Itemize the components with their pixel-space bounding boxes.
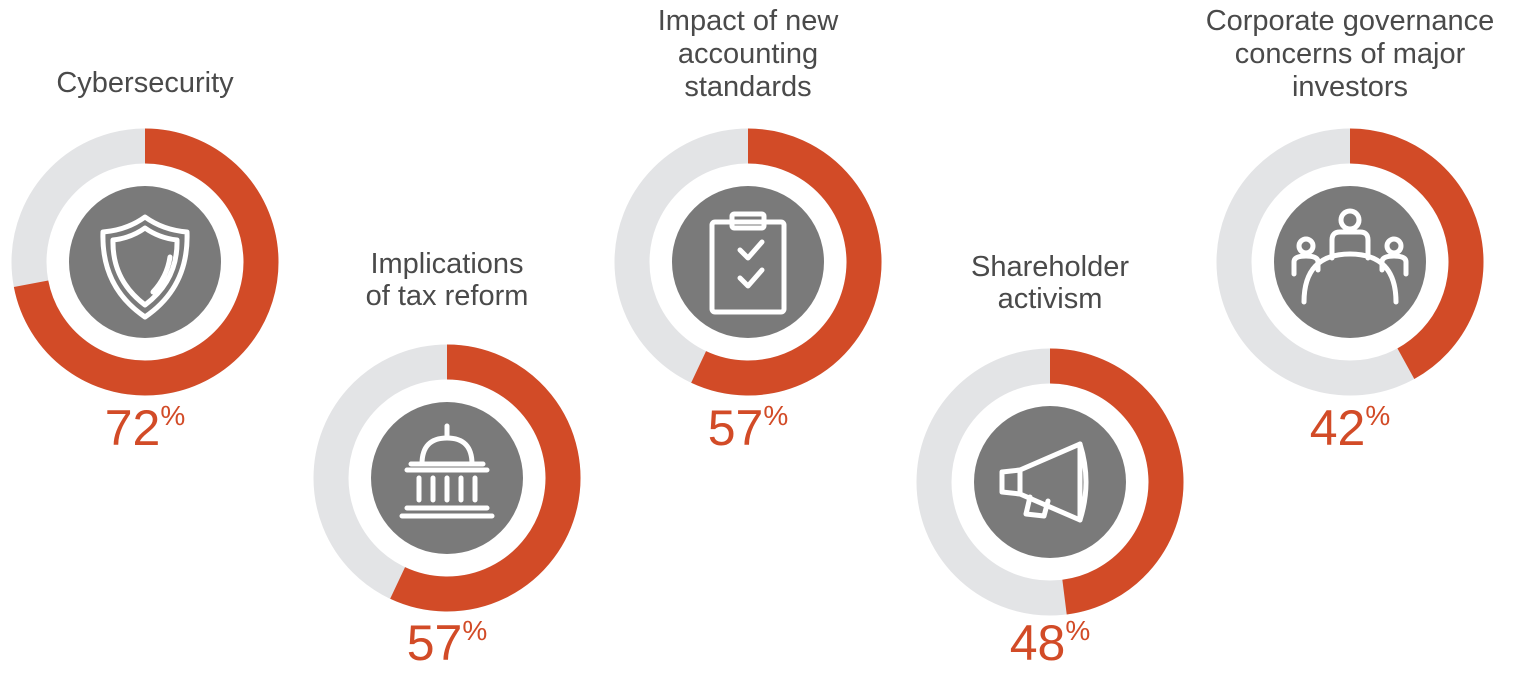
value-arc: [1349, 128, 1484, 379]
value-arc: [1049, 348, 1184, 615]
icon-disc: [69, 186, 221, 338]
icon-disc: [974, 406, 1126, 558]
value-arc: [691, 128, 882, 396]
title: concerns of major: [1235, 38, 1466, 70]
unit: %: [763, 400, 788, 431]
value: 48: [1010, 615, 1066, 671]
title: of tax reform: [366, 280, 529, 312]
value-label: 72%: [105, 400, 186, 456]
value-arc: [390, 344, 581, 612]
megaphone-icon: [999, 441, 1089, 523]
donut-chart: Cybersecurity 72%: [11, 67, 279, 456]
title: standards: [684, 71, 811, 103]
value-label: 57%: [708, 400, 789, 456]
building-icon: [399, 423, 495, 519]
unit: %: [160, 400, 185, 431]
title: accounting: [678, 38, 818, 70]
title: Cybersecurity: [56, 67, 234, 99]
icon-disc: [1274, 186, 1426, 338]
meeting-icon: [1291, 208, 1409, 305]
title: Corporate governance: [1206, 5, 1495, 37]
value-label: 42%: [1310, 400, 1391, 456]
title: Impact of new: [658, 5, 840, 37]
clipboard-icon: [709, 211, 787, 315]
icon-disc: [672, 186, 824, 338]
value: 72: [105, 400, 161, 456]
value-label: 48%: [1010, 615, 1091, 671]
value: 57: [407, 615, 463, 671]
unit: %: [1065, 615, 1090, 646]
title: activism: [998, 283, 1103, 315]
title: Shareholder: [971, 251, 1129, 283]
value: 57: [708, 400, 764, 456]
unit: %: [462, 615, 487, 646]
title: Implications: [370, 248, 523, 280]
value-label: 57%: [407, 615, 488, 671]
value: 42: [1310, 400, 1366, 456]
shield-icon: [100, 214, 190, 320]
value-arc: [13, 128, 279, 396]
unit: %: [1365, 400, 1390, 431]
title: investors: [1292, 71, 1408, 103]
icons: [100, 208, 1409, 523]
